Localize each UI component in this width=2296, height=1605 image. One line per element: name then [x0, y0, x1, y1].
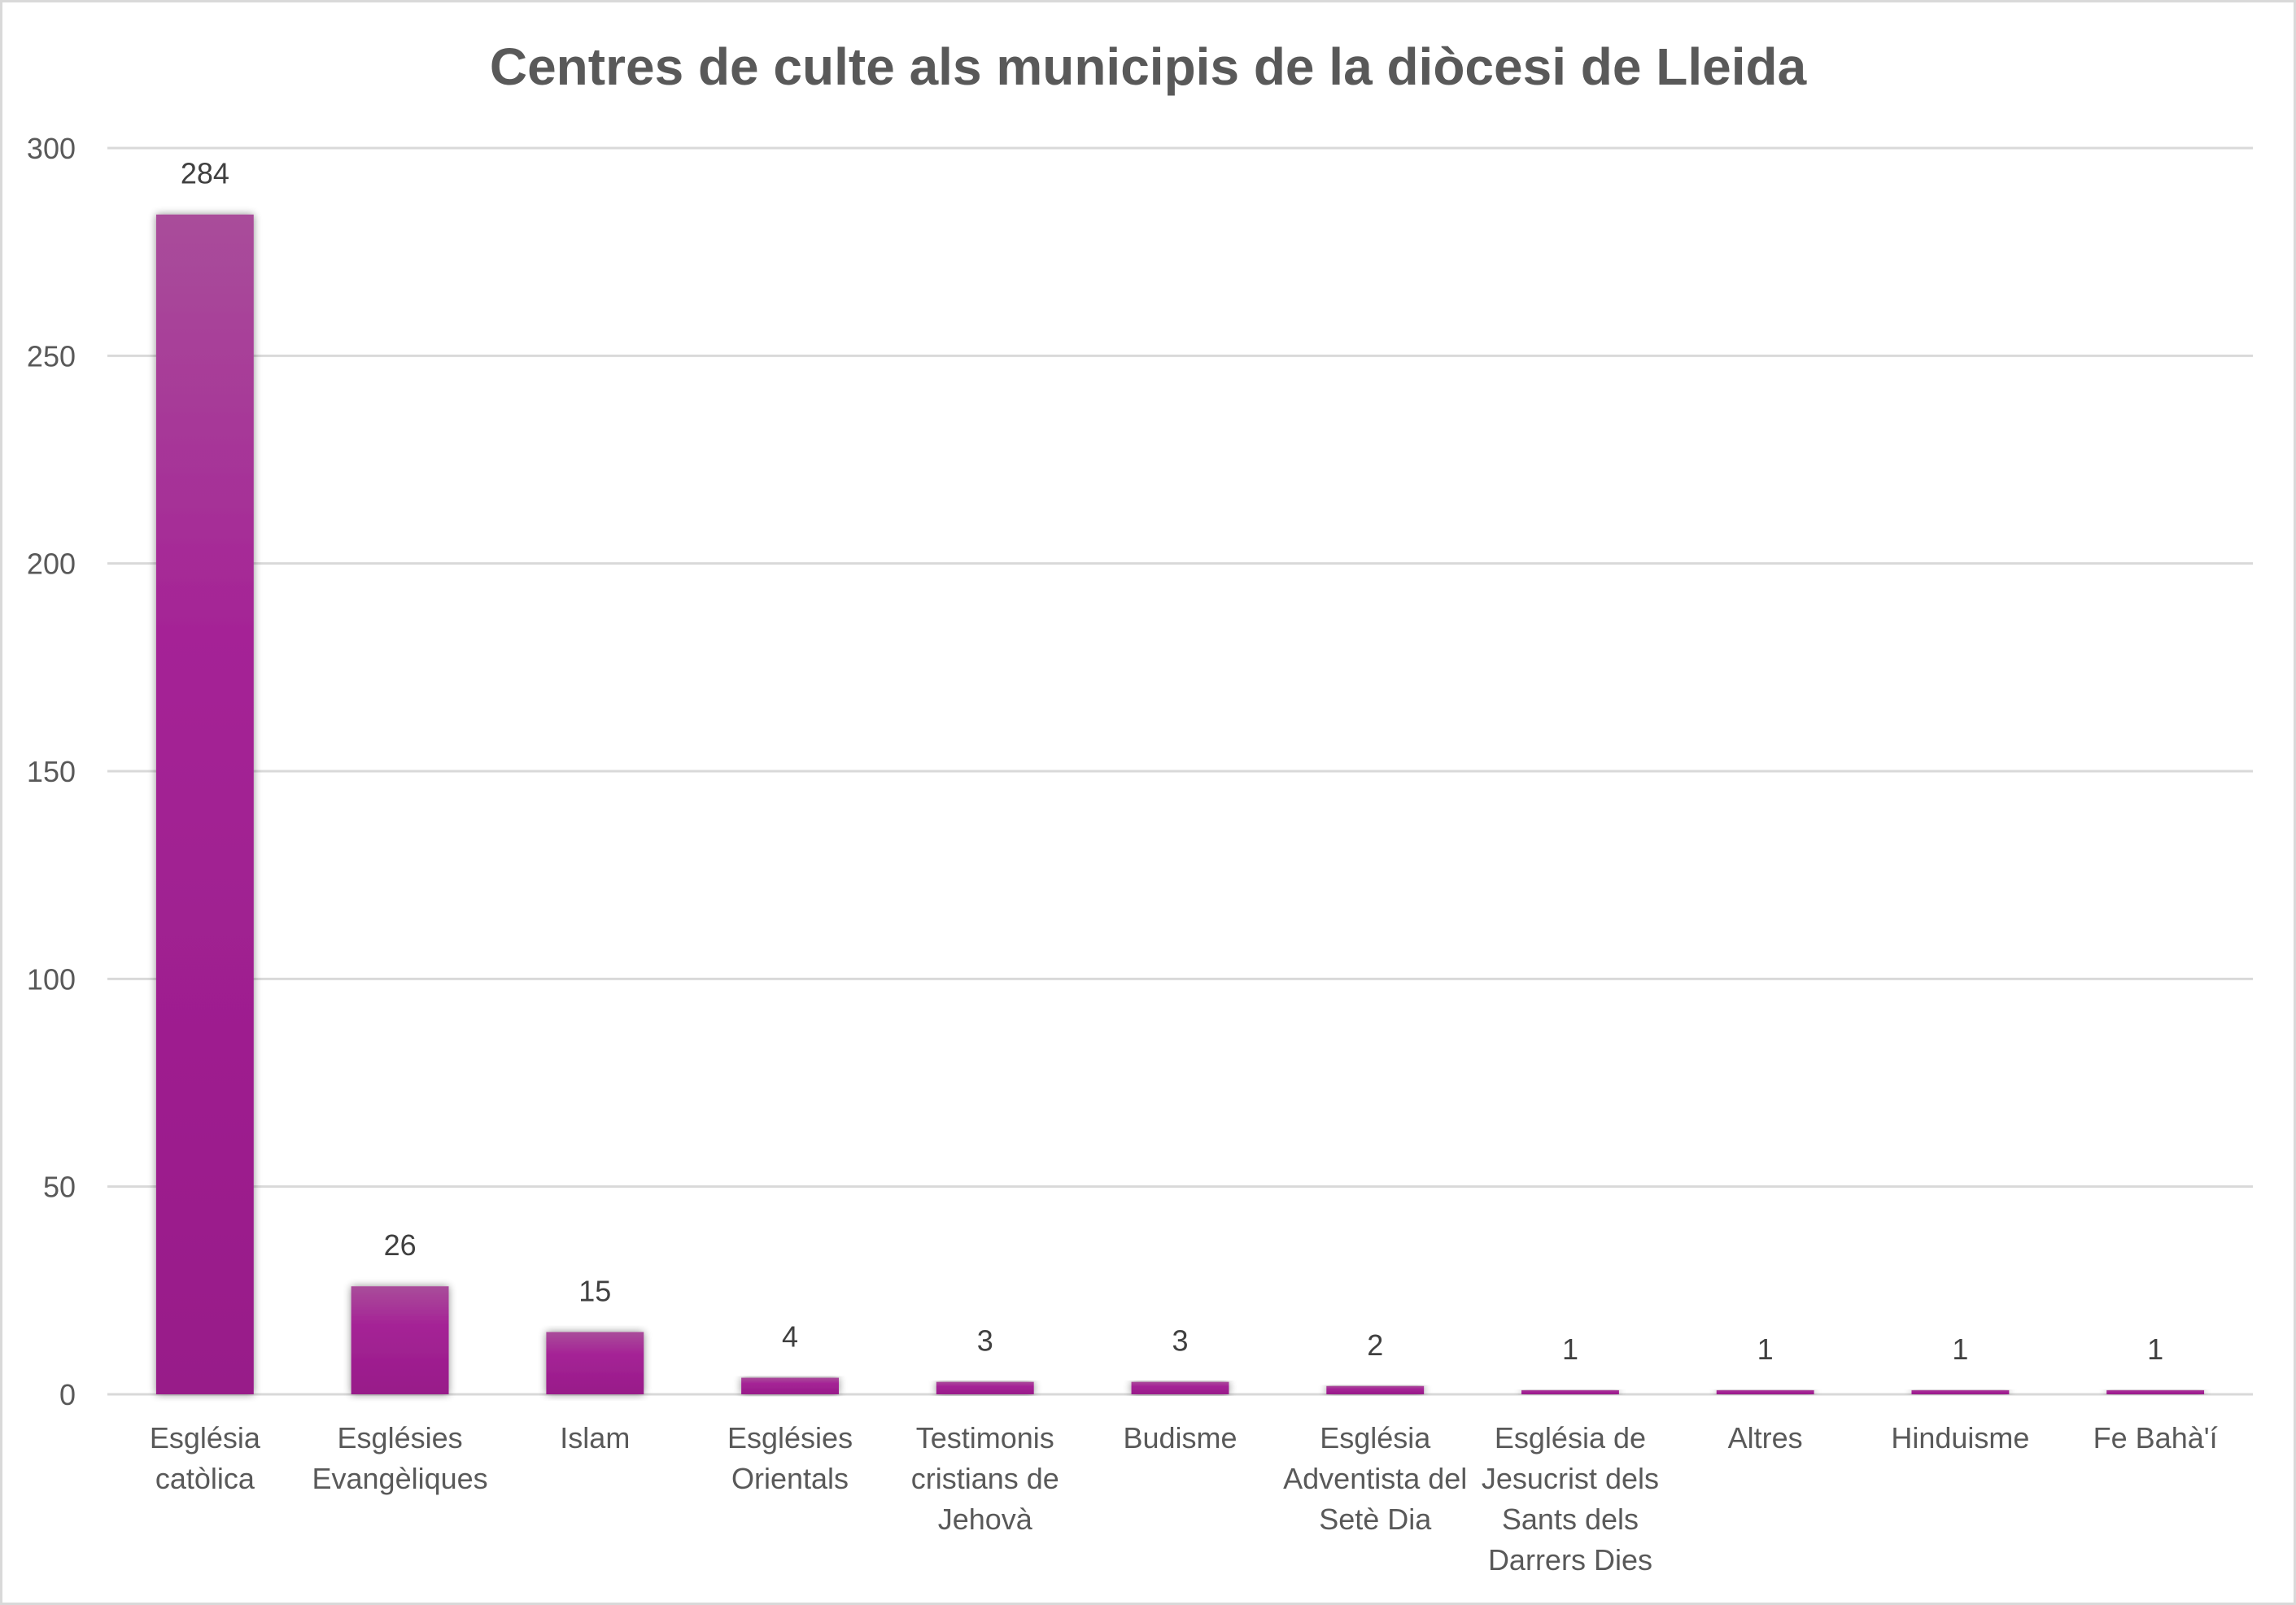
y-tick-label: 200	[27, 547, 76, 581]
bar	[1131, 1381, 1229, 1394]
data-label: 2	[1367, 1328, 1383, 1362]
x-tick-label: Jehovà	[938, 1503, 1033, 1536]
bar	[155, 214, 254, 1394]
x-tick-label: Sants dels	[1502, 1503, 1639, 1536]
gridlines	[107, 146, 2253, 1396]
data-label: 3	[977, 1324, 993, 1358]
data-labels: 284 26 15 4 3 3 2 1 1 1 1	[181, 157, 2163, 1366]
bar	[1326, 1385, 1425, 1394]
data-label: 1	[1757, 1332, 1774, 1366]
bar	[351, 1286, 449, 1394]
bar	[1911, 1389, 2010, 1394]
x-tick-label: Orientals	[731, 1462, 849, 1495]
data-label: 1	[2147, 1332, 2163, 1366]
chart-title: Centres de culte als municipis de la diò…	[490, 37, 1807, 96]
data-label: 3	[1172, 1324, 1188, 1358]
x-tick-label: Darrers Dies	[1488, 1543, 1652, 1577]
bar	[936, 1381, 1034, 1394]
x-tick-label: Evangèliques	[312, 1462, 488, 1495]
x-axis-labels: Església catòlica Esglésies Evangèliques Isl…	[150, 1421, 2218, 1577]
y-tick-label: 250	[27, 339, 76, 373]
x-tick-label: Jesucrist dels	[1482, 1462, 1659, 1495]
data-label: 1	[1562, 1332, 1578, 1366]
x-tick-label: Testimonis	[916, 1421, 1054, 1455]
x-tick-label: Islam	[560, 1421, 630, 1455]
x-tick-label: Esglésies	[338, 1421, 463, 1455]
x-tick-label: Fe Bahà'í	[2093, 1421, 2218, 1455]
data-label: 1	[1952, 1332, 1968, 1366]
bar	[741, 1377, 839, 1394]
x-tick-label: Setè Dia	[1319, 1503, 1432, 1536]
bar	[2106, 1389, 2205, 1394]
x-tick-label: Església de	[1495, 1421, 1646, 1455]
bar	[546, 1332, 644, 1394]
y-axis-ticks: 0 50 100 150 200 250 300	[27, 132, 76, 1411]
y-tick-label: 100	[27, 962, 76, 996]
x-tick-label: catòlica	[155, 1462, 255, 1495]
x-tick-label: Església	[1320, 1421, 1431, 1455]
x-tick-label: Hinduisme	[1891, 1421, 2029, 1455]
x-tick-label: Budisme	[1123, 1421, 1237, 1455]
y-tick-label: 150	[27, 755, 76, 788]
data-label: 15	[578, 1274, 611, 1307]
bar	[1716, 1389, 1814, 1394]
x-tick-label: Altres	[1728, 1421, 1803, 1455]
x-tick-label: Adventista del	[1283, 1462, 1467, 1495]
bar	[1521, 1389, 1619, 1394]
bars	[155, 214, 2205, 1394]
data-label: 4	[782, 1320, 798, 1354]
x-tick-label: cristians de	[911, 1462, 1059, 1495]
x-tick-label: Esglésies	[727, 1421, 853, 1455]
y-tick-label: 0	[59, 1378, 76, 1411]
y-tick-label: 50	[43, 1171, 76, 1204]
x-tick-label: Església	[150, 1421, 261, 1455]
data-label: 26	[384, 1228, 417, 1262]
data-label: 284	[181, 157, 229, 190]
y-tick-label: 300	[27, 132, 76, 165]
